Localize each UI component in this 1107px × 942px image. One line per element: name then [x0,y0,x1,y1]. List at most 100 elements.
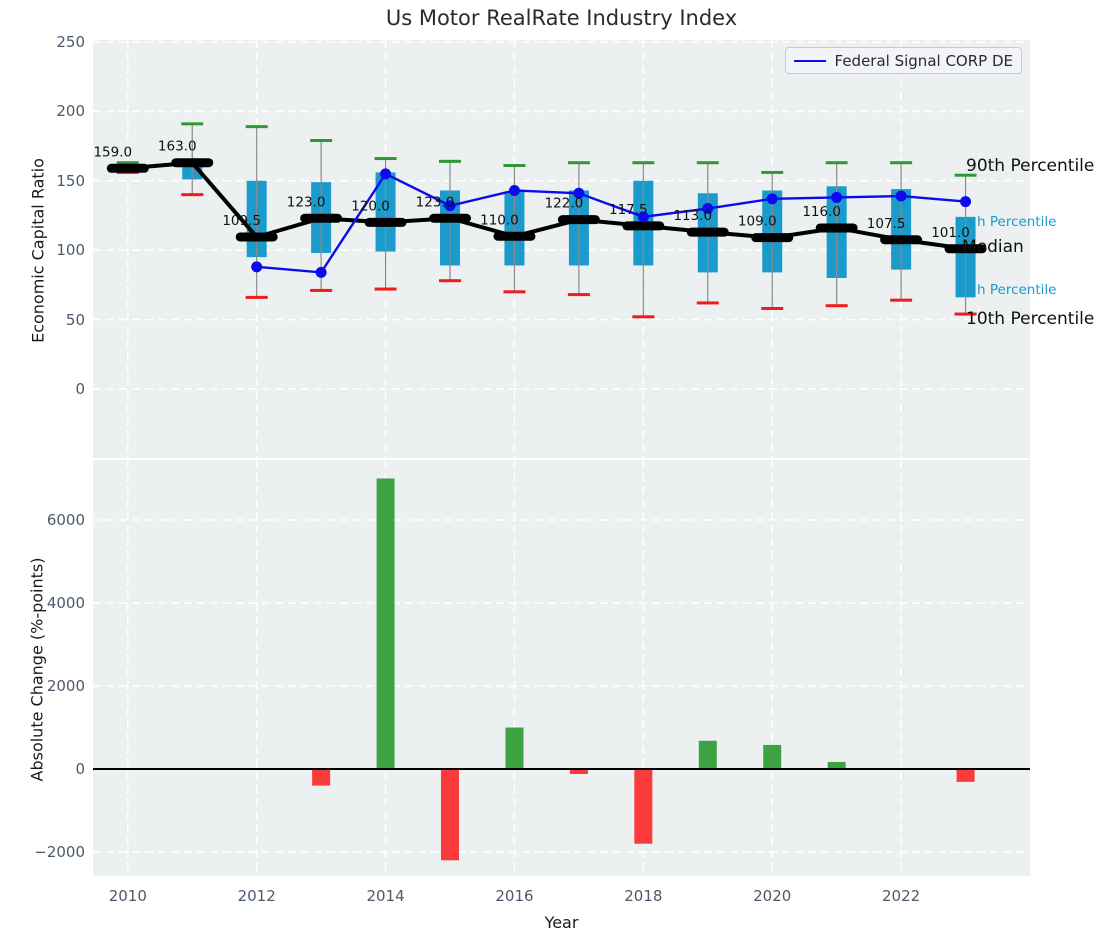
p90-cap [116,161,139,165]
median-value-label: 122.0 [545,196,584,212]
company-series-point [251,261,263,273]
median-value-label: 163.0 [158,139,197,155]
ytick-bottom-2000: 2000 [46,677,85,695]
annotation-median: Median [962,236,1024,257]
change-bar-negative [441,769,460,861]
ytick-top-50: 50 [65,310,85,329]
legend-line-swatch [794,59,826,62]
p10-cap [696,301,719,305]
median-dash-marker [235,232,278,242]
change-bar-negative [569,769,588,774]
median-value-label: 116.0 [802,204,841,220]
p10-cap [632,315,655,319]
p90-cap [890,161,913,165]
p10-cap [310,288,333,292]
median-dash-marker [815,223,858,233]
company-series-point [637,211,649,223]
p10-cap [825,304,848,308]
median-dash-marker [557,215,600,225]
p90-cap [503,163,526,167]
change-bar-negative [956,769,975,782]
median-dash-marker [364,217,407,227]
company-series-point [960,196,972,208]
legend-box[interactable]: Federal Signal CORP DE [785,47,1022,74]
company-series-point [831,191,843,203]
annotation-10th-percentile: 10th Percentile [966,309,1095,330]
median-value-label: 109.5 [222,213,261,229]
change-bar-positive [698,740,717,770]
annotation-h-percentile: h Percentile [977,214,1057,231]
median-value-label: 159.0 [93,144,132,160]
xtick-2018: 2018 [624,887,663,905]
company-series-point [766,193,778,205]
company-series-point [573,187,585,199]
p90-cap [696,161,719,165]
p10-cap [567,293,590,297]
ytick-top-150: 150 [56,171,85,190]
median-dash-marker [751,233,794,243]
change-bar-positive [763,744,782,770]
xtick-2012: 2012 [237,887,276,905]
p90-cap [761,170,784,174]
median-dash-marker [622,221,665,231]
p90-cap [245,125,268,129]
company-series-point [702,203,714,215]
p90-cap [632,161,655,165]
median-value-label: 101.0 [931,225,970,241]
change-bar-positive [827,761,846,770]
median-dash-marker [106,163,149,173]
median-value-label: 110.0 [480,212,519,228]
annotation-90th-percentile: 90th Percentile [966,156,1095,177]
xtick-2016: 2016 [495,887,534,905]
ytick-bottom-0: 0 [75,760,85,778]
top-plot-canvas: 159.0 163.0 109.5 123.0 120.0 123.0 110.0 122.0… [93,40,1030,458]
xtick-2014: 2014 [366,887,405,905]
p90-cap [954,173,977,177]
change-bar-negative [312,769,331,786]
xtick-2022: 2022 [882,887,921,905]
p10-cap [439,279,462,283]
median-value-label: 113.0 [673,208,712,224]
p90-cap [374,157,397,161]
bottom-plot-canvas [93,460,1030,876]
p90-cap [310,139,333,143]
median-value-label: 117.5 [609,202,648,218]
median-dash-marker [429,213,472,223]
p10-cap [954,312,977,316]
median-value-label: 123.0 [287,194,326,210]
p90-cap [181,122,204,126]
ytick-bottom--2000: −2000 [34,843,85,861]
median-value-label: 123.0 [416,194,455,210]
p10-cap [181,193,204,197]
median-value-label: 107.5 [867,216,906,232]
p10-cap [245,295,268,299]
p90-cap [825,161,848,165]
change-bar-negative [634,769,653,844]
ytick-bottom-4000: 4000 [46,594,85,612]
p10-cap [503,290,526,294]
median-value-label: 120.0 [351,198,390,214]
median-value-label: 109.0 [738,214,777,230]
median-dash-marker [300,213,343,223]
p90-cap [567,161,590,165]
company-series-line [256,172,966,274]
x-axis-label: Year [544,913,579,932]
chart-title: Us Motor RealRate Industry Index [385,6,738,30]
xtick-2010: 2010 [108,887,147,905]
legend-series-label: Federal Signal CORP DE [834,51,1013,70]
median-dash-marker [493,231,536,241]
change-bar-positive [376,478,395,770]
median-dash-marker [171,158,214,168]
xtick-2020: 2020 [753,887,792,905]
company-series-point [315,266,327,278]
ytick-top-100: 100 [56,241,85,260]
median-dash-marker [880,235,923,245]
p10-cap [374,287,397,291]
median-dash-marker [686,227,729,237]
p10-cap [761,306,784,310]
ytick-top-0: 0 [75,380,85,398]
ytick-top-250: 250 [56,32,85,51]
change-bar-positive [505,727,524,770]
median-dash-marker [944,244,987,254]
